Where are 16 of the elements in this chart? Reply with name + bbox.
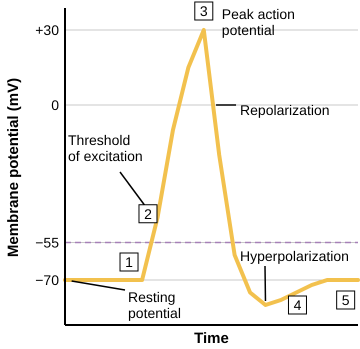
annotation: Peak action potential (222, 6, 295, 38)
x-axis-title: Time (194, 330, 229, 347)
annotation: 2 (144, 206, 152, 222)
y-tick-label: 0 (51, 96, 60, 113)
annotation: 1 (125, 254, 134, 270)
y-tick-label: +30 (35, 22, 60, 38)
annotation: 4 (294, 297, 302, 314)
y-tick-label: −55 (35, 234, 60, 250)
y-axis-title: Membrane potential (mV) (5, 78, 22, 258)
y-tick-label: −70 (35, 272, 60, 288)
annotation: Threshold of excitation (68, 132, 143, 164)
annotation: Repolarization (240, 102, 330, 118)
annotation: 5 (342, 292, 350, 308)
annotation: Hyperpolarization (240, 248, 349, 264)
annotation: Resting potential (128, 288, 181, 321)
annotation: 3 (200, 3, 208, 20)
